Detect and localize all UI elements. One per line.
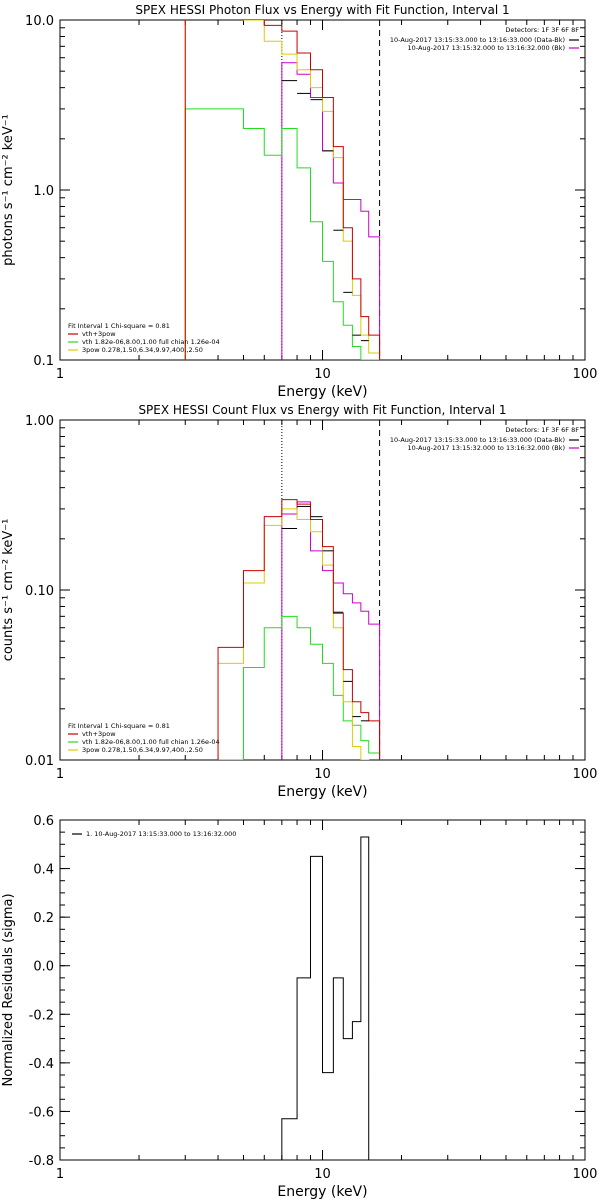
series-residuals-line (281, 836, 370, 1160)
y-tick-label: 0.2 (33, 911, 54, 926)
series-vth-line (218, 615, 381, 760)
series-bk-line (281, 62, 381, 360)
x-tick-label: 10 (314, 1167, 331, 1182)
y-axis-label: Normalized Residuals (sigma) (1, 893, 16, 1086)
series-total-line (217, 499, 381, 760)
y-tick-label: -0.4 (29, 1057, 54, 1072)
y-tick-label: 0.10 (25, 584, 54, 599)
plot-area (184, 20, 381, 360)
legend-entry-label: 3pow 0.278,1.50,6.34,9.97,400.,2.50 (82, 746, 203, 754)
legend-entry-label: vth 1.82e-06,8.00,1.00 full chian 1.26e-… (82, 338, 220, 346)
legend-header: Detectors: 1F 3F 6F 8F (505, 26, 579, 34)
legend-entry-label: 3pow 0.278,1.50,6.34,9.97,400.,2.50 (82, 346, 203, 354)
y-tick-label: 0.01 (25, 754, 54, 769)
y-tick-label: 1.0 (33, 184, 54, 199)
x-tick-label: 100 (573, 367, 598, 382)
y-tick-label: 10.0 (25, 14, 54, 29)
chart-title: SPEX HESSI Count Flux vs Energy with Fit… (138, 403, 506, 417)
x-tick-label: 1 (56, 1167, 64, 1182)
chart-panel-1: SPEX HESSI Photon Flux vs Energy with Fi… (1, 3, 597, 400)
legend-entry-label: 10-Aug-2017 13:15:33.000 to 13:16:33.000… (390, 36, 565, 44)
legend-entry-label: vth+3pow (82, 330, 116, 338)
series-bk-line (281, 501, 381, 760)
y-tick-label: 1.00 (25, 414, 54, 429)
chart-panel-2: SPEX HESSI Count Flux vs Energy with Fit… (1, 403, 597, 800)
x-axis-label: Energy (keV) (277, 384, 367, 400)
legend-entry-label: 10-Aug-2017 13:15:33.000 to 13:16:33.000… (390, 436, 565, 444)
chart-panel-3: 1 10 100 -0.8 -0.6 -0.4 -0.2 0.0 0.2 0.4 0.6 Energy… (1, 814, 597, 1200)
x-tick-label: 1 (56, 767, 64, 782)
x-tick-label: 10 (314, 367, 331, 382)
series-3pow-line (184, 20, 381, 360)
y-axis-label: photons s⁻¹ cm⁻² keV⁻¹ (1, 114, 16, 266)
legend-fit-info: Fit Interval 1 Chi-square = 0.81 (68, 322, 170, 330)
y-tick-label: 0.6 (33, 814, 54, 829)
y-tick-label: -0.6 (29, 1105, 54, 1120)
x-tick-label: 10 (314, 767, 331, 782)
legend-fit-info: Fit Interval 1 Chi-square = 0.81 (68, 722, 170, 730)
plot-frame (59, 419, 586, 761)
x-axis-label: Energy (keV) (277, 1184, 367, 1200)
y-tick-label: 0.4 (33, 863, 54, 878)
legend-entry-label: 10-Aug-2017 13:15:32.000 to 13:16:32.000… (408, 44, 565, 52)
x-tick-label: 100 (573, 1167, 598, 1182)
y-tick-label: 0.0 (33, 960, 54, 975)
y-axis-label: counts s⁻¹ cm⁻² keV⁻¹ (1, 519, 16, 662)
x-tick-label: 1 (56, 367, 64, 382)
plot-area (281, 836, 370, 1160)
plot-area (217, 420, 381, 760)
series-3pow-line (217, 508, 381, 760)
series-vth-line (184, 108, 380, 360)
series-total-line (184, 20, 381, 360)
x-tick-label: 100 (573, 767, 598, 782)
legend-entry-label: 1. 10-Aug-2017 13:15:33.000 to 13:16:32.… (86, 830, 236, 838)
legend-entry-label: 10-Aug-2017 13:15:32.000 to 13:16:32.000… (408, 444, 565, 452)
x-axis-label: Energy (keV) (277, 784, 367, 800)
legend-header: Detectors: 1F 3F 6F 8F (505, 426, 579, 434)
y-tick-label: -0.2 (29, 1008, 54, 1023)
legend-entry-label: vth+3pow (82, 730, 116, 738)
chart-title: SPEX HESSI Photon Flux vs Energy with Fi… (135, 3, 509, 17)
legend-entry-label: vth 1.82e-06,8.00,1.00 full chian 1.26e-… (82, 738, 220, 746)
y-tick-label: -0.8 (29, 1154, 54, 1169)
y-tick-label: 0.1 (33, 354, 54, 369)
